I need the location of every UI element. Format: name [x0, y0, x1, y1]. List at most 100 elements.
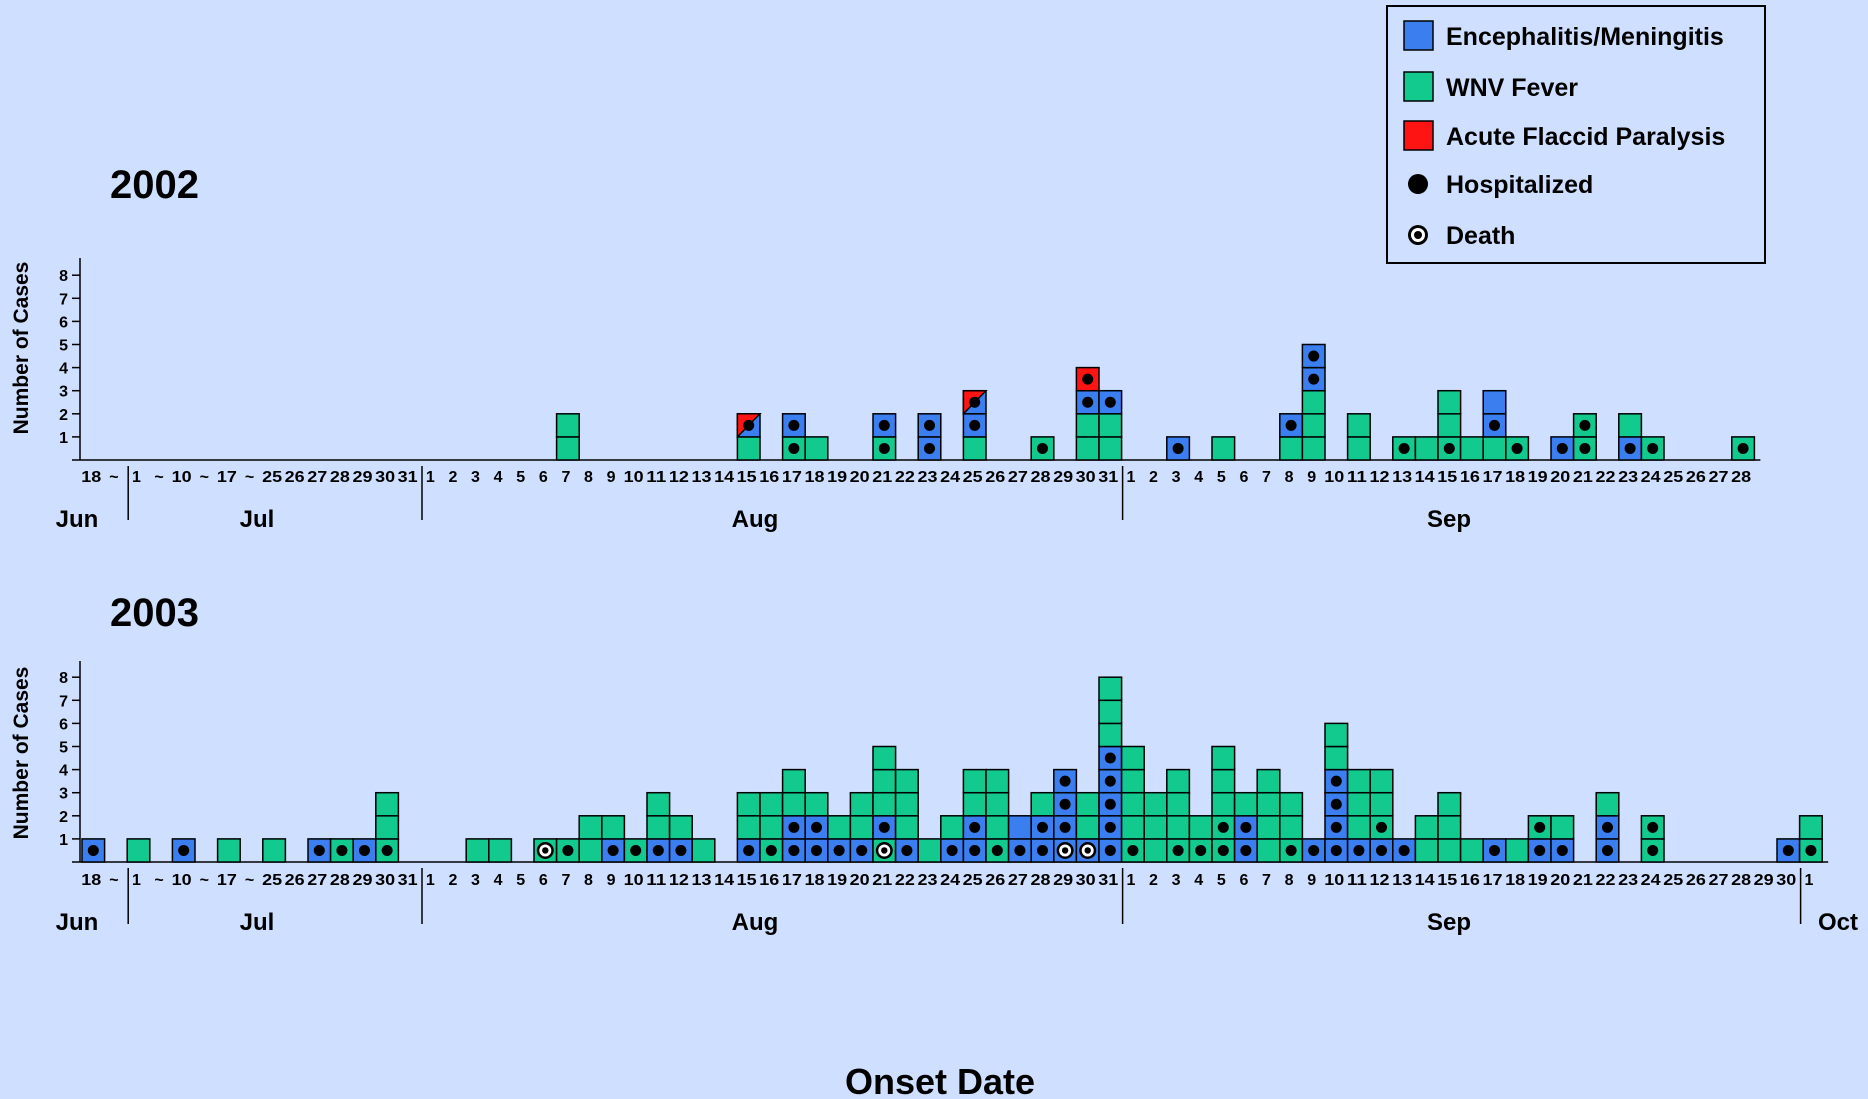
hospitalized-marker	[1624, 442, 1636, 454]
hospitalized-marker	[924, 442, 935, 454]
hospitalized-marker	[1240, 821, 1252, 833]
bar-aug-22	[894, 768, 919, 863]
hospitalized-marker	[1647, 442, 1659, 454]
x-tick-label: 19	[827, 469, 847, 486]
hospitalized-marker	[1805, 844, 1817, 856]
x-tick-label: 20	[850, 469, 870, 486]
case-cell-fever	[1301, 436, 1326, 461]
x-tick-label: 4	[494, 469, 503, 486]
legend-label: Death	[1446, 222, 1515, 250]
case-cell-fever	[555, 413, 580, 438]
month-label: Jun	[56, 506, 99, 533]
hospitalized-marker	[1534, 821, 1546, 833]
month-label: Aug	[732, 909, 779, 936]
case-cell-fever	[1166, 815, 1191, 840]
bar-aug-9	[601, 815, 626, 863]
x-tick-label: 9	[607, 469, 616, 486]
bar-sep-30	[1776, 838, 1801, 863]
legend-label: Acute Flaccid Paralysis	[1446, 123, 1725, 151]
x-tick-label: 20	[1550, 872, 1570, 889]
bar-aug-18	[804, 791, 829, 863]
case-cell-fever	[894, 815, 919, 840]
y-tick-label: 8	[59, 268, 68, 285]
month-label: Sep	[1427, 909, 1471, 936]
bar-aug-4	[488, 838, 513, 863]
case-cell-fever	[827, 815, 852, 840]
hospitalized-marker	[1172, 844, 1184, 856]
x-tick-label: 31	[1098, 469, 1118, 486]
x-tick-label: 13	[692, 469, 712, 486]
bar-jul-25	[262, 838, 287, 863]
panel-title: 2003	[110, 591, 199, 635]
x-tick-label: 29	[1053, 872, 1073, 889]
case-cell-fever	[578, 838, 603, 863]
case-cell-fever	[1075, 436, 1100, 461]
hospitalized-marker	[1330, 775, 1342, 787]
y-tick-label: 1	[59, 832, 68, 849]
x-tick-label: 26	[285, 872, 305, 889]
x-tick-label: 9	[607, 872, 616, 889]
y-tick-label: 3	[59, 786, 68, 803]
x-tick-label: 2	[1149, 469, 1158, 486]
hospitalized-marker	[969, 419, 981, 431]
x-tick-label: 8	[1285, 872, 1294, 889]
x-tick-label: 27	[1709, 469, 1729, 486]
bar-sep-8	[1279, 791, 1304, 863]
x-tick-label: 27	[307, 469, 327, 486]
x-tick-label: 10	[624, 469, 644, 486]
hospitalized-marker	[1082, 396, 1094, 408]
bar-aug-10	[623, 838, 648, 863]
case-cell-fever	[1120, 791, 1145, 817]
x-tick-label: 2	[448, 872, 457, 889]
x-tick-label: 26	[1686, 469, 1706, 486]
x-tick-label: 1	[132, 872, 141, 889]
case-cell-fever	[1324, 722, 1349, 748]
case-cell-fever	[736, 436, 761, 461]
legend-box	[1386, 5, 1766, 264]
bar-sep-15	[1437, 791, 1462, 863]
x-tick-label: 25	[262, 469, 282, 486]
x-tick-label: 7	[1262, 872, 1271, 889]
month-label: Jun	[56, 909, 99, 936]
bar-aug-11	[646, 791, 671, 863]
bar-aug-17	[781, 413, 806, 461]
case-cell-fever	[962, 768, 987, 794]
x-tick-label: 14	[714, 872, 734, 889]
x-tick-label: 20	[850, 872, 870, 889]
hospitalized-marker	[562, 844, 574, 856]
case-cell-enceph	[1007, 815, 1032, 840]
x-tick-label: 16	[1460, 469, 1480, 486]
hospitalized-marker	[1104, 752, 1116, 764]
case-cell-fever	[1437, 815, 1462, 840]
hospitalized-marker	[811, 844, 822, 856]
bar-aug-28	[1030, 436, 1055, 461]
hospitalized-marker	[1195, 844, 1207, 856]
y-tick-label: 6	[59, 314, 68, 331]
hospitalized-marker	[1579, 442, 1591, 454]
bar-sep-9	[1301, 838, 1326, 863]
case-cell-fever	[804, 791, 829, 817]
hospitalized-marker	[1059, 821, 1071, 833]
x-tick-label: 22	[895, 469, 915, 486]
x-tick-label: 15	[1437, 469, 1457, 486]
legend-item-fever: WNV Fever	[1403, 71, 1578, 102]
x-tick-label: 2	[448, 469, 457, 486]
bar-sep-23	[1618, 413, 1643, 461]
x-tick-label: 25	[963, 469, 983, 486]
bar-sep-12	[1369, 768, 1394, 863]
x-tick-label: 28	[330, 469, 350, 486]
bar-jul-29	[352, 838, 377, 863]
bar-aug-27	[1007, 815, 1032, 863]
x-tick-label: 13	[692, 872, 712, 889]
x-tick-label: 27	[1709, 872, 1729, 889]
hospitalized-marker	[313, 844, 325, 856]
y-tick-label: 2	[59, 407, 68, 424]
legend-swatch	[1403, 71, 1434, 102]
hospitalized-marker	[1082, 373, 1094, 385]
case-cell-fever	[601, 815, 626, 840]
x-tick-label: 16	[1460, 872, 1480, 889]
hospitalized-marker	[788, 442, 800, 454]
x-tick-label: 15	[1437, 872, 1457, 889]
